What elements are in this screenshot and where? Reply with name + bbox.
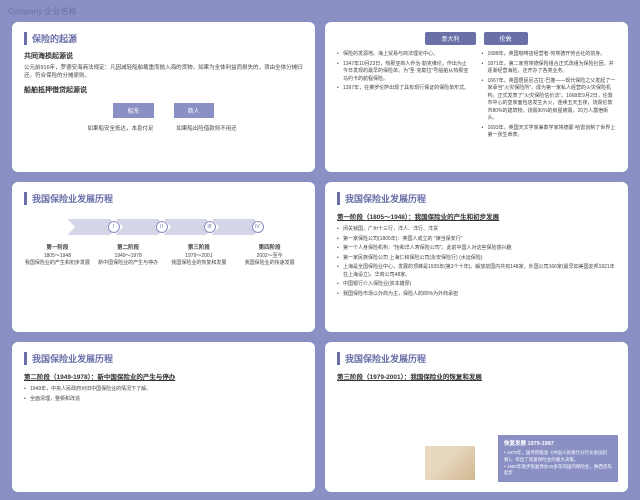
stage-subtitle: 第三阶段（1979-2001）：我国保险业的恢复和发展: [337, 371, 616, 381]
tag-row: 意大利 伦敦: [337, 32, 616, 45]
timeline-node: I: [108, 221, 120, 233]
subtitle: 船舶抵押借贷起源说: [24, 85, 303, 95]
stage-text: 新中国保险业的产生与停办: [95, 260, 162, 267]
stage-subtitle: 第一阶段（1805～1948）：我国保险业的产生和初步发展: [337, 211, 616, 221]
slide-title: 保险的起源: [24, 32, 303, 45]
stage-text: 我国保险业的快速发展: [236, 260, 303, 267]
stage-subtitle: 第二阶段（1949-1978）：新中国保险业的产生与停办: [24, 371, 303, 381]
slide-title: 我国保险业发展历程: [337, 192, 616, 205]
flow-box-merchant: 商人: [174, 103, 214, 118]
subtitle: 共同海损起源说: [24, 51, 303, 61]
col-left: 保险的发源地。海上贸易与商法理论中心。 1347年10月23日，热那亚商人乔治·…: [337, 51, 472, 142]
bullet: 中国银行介入保险业(资本雄厚): [337, 281, 616, 289]
bullet: 1347年10月23日，热那亚商人乔治·勒克维伦，作出为止今日发现的最早的保险单…: [337, 61, 472, 84]
stage: 第四阶段 2002～至今 我国保险业的快速发展: [236, 245, 303, 267]
bullet: 1949年，中央人民政府对旧中国保险业的情况下了解。: [24, 386, 303, 394]
stage-dates: 1949～1978: [95, 253, 162, 260]
slide-history-stage2: 我国保险业发展历程 第二阶段（1949-1978）：新中国保险业的产生与停办 1…: [12, 342, 315, 492]
arrow-timeline: I II III IV: [24, 219, 303, 235]
col-right: 1688年，英国咖啡店经营者-劳埃德开劳合社的前身。 1871年，第二家劳埃德保…: [482, 51, 617, 142]
stage-row: 第一阶段 1805～1948 我国保险业的产生和初步发展 第二阶段 1949～1…: [24, 245, 303, 267]
slide-history-timeline: 我国保险业发展历程 I II III IV 第一阶段 1805～1948 我国保…: [12, 182, 315, 332]
highlight-line: • 1979年，国务院批准《中国人民银行分行长会议纪要》，作出了恢复保险业的重大…: [504, 450, 612, 464]
flow-row: 船东 商人: [24, 103, 303, 118]
highlight-box: 恢复发展 1979-1987 • 1979年，国务院批准《中国人民银行分行长会议…: [498, 435, 618, 482]
stage-head: 第四阶段: [236, 245, 303, 253]
slide-title: 我国保险业发展历程: [24, 352, 303, 365]
slide-history-stage1: 我国保险业发展历程 第一阶段（1805～1948）：我国保险业的产生和初步发展 …: [325, 182, 628, 332]
header-company: Company 企业名称: [8, 6, 76, 17]
stage-head: 第二阶段: [95, 245, 162, 253]
slide-title: 我国保险业发展历程: [24, 192, 303, 205]
slide-origin: 保险的起源 共同海损起源说 公元前916年，罗德安海商法规定：凡因减轻船舶载重而…: [12, 22, 315, 172]
highlight-title: 恢复发展 1979-1987: [504, 440, 612, 448]
slides-grid: 保险的起源 共同海损起源说 公元前916年，罗德安海商法规定：凡因减轻船舶载重而…: [12, 22, 628, 492]
stage-dates: 1805～1948: [24, 253, 91, 260]
bullet: 保险的发源地。海上贸易与商法理论中心。: [337, 51, 472, 59]
photo-placeholder: [425, 446, 475, 480]
slide-title: 我国保险业发展历程: [337, 352, 616, 365]
stage-head: 第一阶段: [24, 245, 91, 253]
slide-italy-london: 意大利 伦敦 保险的发源地。海上贸易与商法理论中心。 1347年10月23日，热…: [325, 22, 628, 172]
bullet: 全面清理，整顿和改造: [24, 396, 303, 404]
flow-captions: 如果船安全抵达，本息付足 如果船出险借款则不用还: [24, 126, 303, 134]
stage-head: 第三阶段: [166, 245, 233, 253]
stage-text: 我国保险业的产生和初步发展: [24, 260, 91, 267]
bullet: 1397年，在佛罗伦萨出现了具有现行保证的保险单形式。: [337, 85, 472, 93]
stage: 第一阶段 1805～1948 我国保险业的产生和初步发展: [24, 245, 91, 267]
bullet: 1871年，第二家劳埃德保险组合正式改组为保险社团，并逐渐经营海险，还开办了各类…: [482, 61, 617, 76]
flow-box-owner: 船东: [113, 103, 153, 118]
timeline-node: II: [156, 221, 168, 233]
bullet: 1693年，英国天文学家兼数学家埃德蒙·哈雷创制了世界上第一张生命表。: [482, 125, 617, 140]
bullet: 闭关锁国，广州十三行，洋人、洋行、洋货: [337, 226, 616, 234]
bullet: 上海是全国保险业中心，发展的顶峰是1935年(第3个十年)。解放前国内共有148…: [337, 264, 616, 279]
bullet: 第一家民族保险公司 上海仁和保险公司(永安保险行) (水运保险): [337, 255, 616, 263]
tag-london: 伦敦: [484, 32, 528, 45]
flow-caption: 如果船安全抵达，本息付足: [86, 126, 156, 134]
bullet: 我国保险市场以外商为主，保险人的80%为外商承担: [337, 291, 616, 299]
flow-caption: 如果船出险借款则不用还: [172, 126, 242, 134]
bullet: 1667年，英国居民尼古拉·巴蓬——现代保险之父发起了一家承当"火灾保险所"。成…: [482, 78, 617, 123]
timeline-node: IV: [252, 221, 264, 233]
stage: 第二阶段 1949～1978 新中国保险业的产生与停办: [95, 245, 162, 267]
stage-text: 我国保险业的恢复和发展: [166, 260, 233, 267]
tag-italy: 意大利: [425, 32, 475, 45]
stage: 第三阶段 1979～2001 我国保险业的恢复和发展: [166, 245, 233, 267]
stage-dates: 1979～2001: [166, 253, 233, 260]
paragraph: 公元前916年，罗德安海商法规定：凡因减轻船舶载重而抛入海的货物，如果为全体利益…: [24, 64, 303, 81]
bullet: 第一个人身保险机构："怡和洋人寿保险公司"。此前中国人对这些保险感兴趣: [337, 245, 616, 253]
highlight-line: • 1980年逐步恢复停办20多年的国内保险业，陕西首先起步: [504, 464, 612, 478]
slide-history-stage3: 我国保险业发展历程 第三阶段（1979-2001）：我国保险业的恢复和发展 恢复…: [325, 342, 628, 492]
bullet: 第一家保险公司(1805年)：英国人成立的 "谏当保安行": [337, 236, 616, 244]
stage-dates: 2002～至今: [236, 253, 303, 260]
timeline-node: III: [204, 221, 216, 233]
two-column: 保险的发源地。海上贸易与商法理论中心。 1347年10月23日，热那亚商人乔治·…: [337, 51, 616, 142]
bullet: 1688年，英国咖啡店经营者-劳埃德开劳合社的前身。: [482, 51, 617, 59]
